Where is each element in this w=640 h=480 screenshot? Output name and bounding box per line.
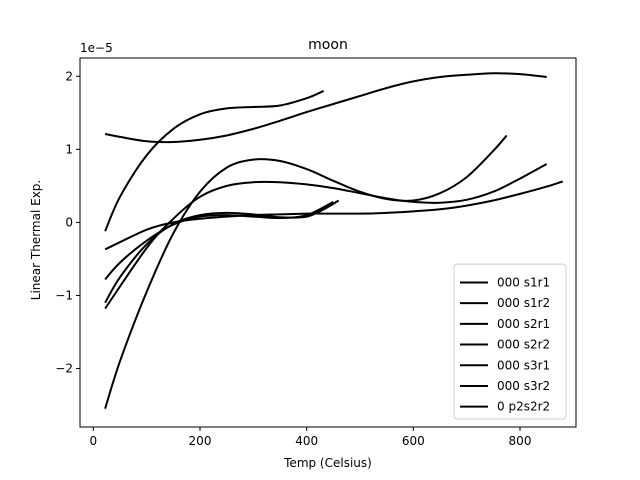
y-axis-ticks: −2 −1 0 1 2 — [55, 69, 80, 376]
legend-label: 000 s2r2 — [497, 338, 550, 352]
chart-title: moon — [308, 37, 348, 53]
series-line-1 — [104, 89, 325, 232]
x-axis-ticks: 0 200 400 600 800 — [90, 427, 532, 448]
legend-label: 000 s2r1 — [497, 317, 550, 331]
series-lines — [104, 72, 563, 410]
y-tick-label: 1 — [65, 142, 73, 156]
plot-area-frame — [79, 57, 577, 428]
legend-label: 000 s3r2 — [497, 379, 550, 393]
x-axis-label: Temp (Celsius) — [283, 456, 372, 470]
x-tick-label: 400 — [295, 434, 318, 448]
series-line-3 — [104, 134, 508, 410]
legend: 000 s1r1 000 s1r2 000 s2r1 000 s2r2 000 s3r1… — [453, 263, 567, 420]
legend-label: 000 s3r1 — [497, 358, 550, 372]
series-line-6 — [104, 201, 334, 281]
series-line-7 — [104, 180, 563, 251]
x-tick-label: 0 — [90, 434, 98, 448]
y-axis-label: Linear Thermal Exp. — [29, 180, 43, 300]
series-line-4 — [104, 163, 548, 310]
y-tick-label: −1 — [55, 288, 73, 302]
legend-label: 000 s1r2 — [497, 296, 550, 310]
x-tick-label: 600 — [402, 434, 425, 448]
x-tick-label: 200 — [189, 434, 212, 448]
series-line-2 — [104, 72, 547, 144]
y-tick-label: −2 — [55, 362, 73, 376]
legend-label: 0 p2s2r2 — [497, 400, 550, 414]
y-tick-label: 2 — [65, 69, 73, 83]
y-tick-label: 0 — [65, 215, 73, 229]
x-tick-label: 800 — [509, 434, 532, 448]
y-axis-offset-label: 1e−5 — [80, 41, 113, 55]
legend-label: 000 s1r1 — [497, 275, 550, 289]
series-line-5 — [104, 199, 340, 304]
